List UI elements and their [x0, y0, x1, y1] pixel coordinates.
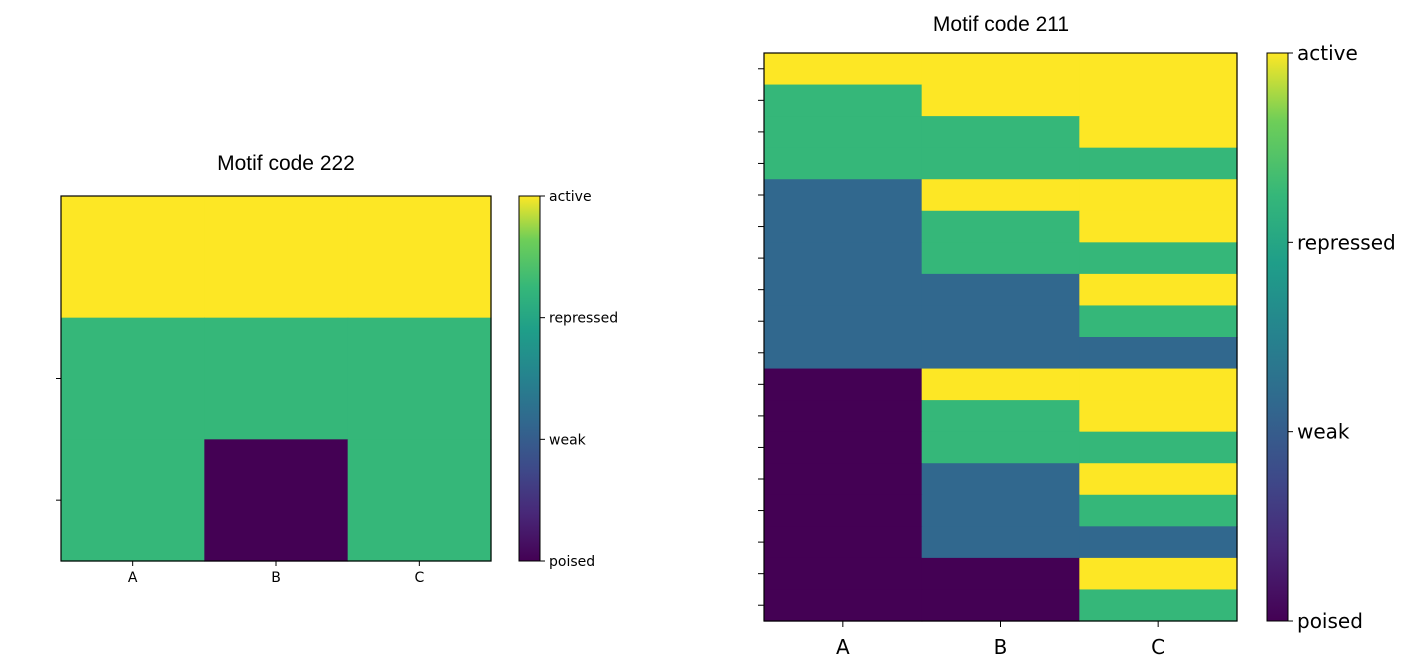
heatmap-cell — [1079, 273, 1238, 307]
colorbar-label: repressed — [549, 311, 618, 327]
heatmap-cell — [764, 53, 923, 86]
heatmap-cell — [921, 557, 1080, 591]
column-label: A — [128, 570, 138, 586]
column-label: B — [994, 635, 1008, 659]
heatmap-cell — [764, 368, 923, 401]
heatmap-cell — [1079, 400, 1238, 433]
heatmap-cell — [1079, 337, 1238, 370]
colorbar-label: repressed — [1297, 230, 1396, 254]
heatmap-cell — [921, 400, 1080, 433]
heatmap-cell — [764, 431, 923, 464]
heatmap-cell — [921, 463, 1080, 496]
heatmap-cell — [921, 305, 1080, 338]
heatmap-cell — [1079, 305, 1238, 338]
heatmap-cell — [921, 179, 1080, 212]
heatmap-cell — [1079, 431, 1238, 464]
colorbar-label: active — [1297, 41, 1358, 65]
heatmap-cell — [764, 179, 923, 212]
heatmap-cell — [921, 116, 1080, 149]
heatmap-cell — [764, 147, 923, 180]
heatmap-cell — [347, 439, 492, 562]
heatmap-cell — [204, 439, 349, 562]
column-label: C — [414, 570, 424, 586]
heatmap-cell — [61, 439, 205, 562]
heatmap-cell — [921, 526, 1080, 559]
heatmap-cell — [764, 210, 923, 243]
colorbar-label: weak — [549, 432, 587, 448]
heatmap-cell — [204, 317, 349, 440]
heatmap-cell — [1079, 147, 1238, 180]
colorbar-label: poised — [549, 554, 595, 570]
heatmap-cell — [1079, 526, 1238, 559]
heatmap-cell — [764, 463, 923, 496]
heatmap-cell — [764, 589, 923, 622]
heatmap-cell — [764, 116, 923, 149]
heatmap-cell — [921, 337, 1080, 370]
heatmap-cell — [61, 196, 205, 319]
heatmap-cell — [764, 337, 923, 370]
heatmap-cell — [1079, 210, 1238, 243]
heatmap-cell — [764, 84, 923, 117]
heatmap-cell — [764, 494, 923, 527]
heatmap-cell — [1079, 368, 1238, 401]
heatmap-cell — [204, 196, 349, 319]
heatmap-cell — [1079, 557, 1238, 591]
heatmap-cell — [764, 305, 923, 338]
heatmap-cell — [61, 317, 205, 440]
column-label: A — [836, 635, 850, 659]
chart-title: Motif code 211 — [933, 13, 1069, 36]
heatmap-cell — [921, 589, 1080, 622]
colorbar-label: active — [549, 189, 592, 205]
heatmap-cell — [1079, 179, 1238, 212]
colorbar-label: weak — [1297, 420, 1350, 444]
heatmap-cell — [1079, 84, 1238, 117]
heatmap-cell — [764, 557, 923, 591]
heatmap-cell — [1079, 494, 1238, 527]
heatmap-cell — [1079, 589, 1238, 622]
heatmap-cell — [1079, 242, 1238, 275]
heatmap-cell — [347, 317, 492, 440]
heatmap-cell — [921, 242, 1080, 275]
column-label: C — [1151, 635, 1165, 659]
colorbar-label: poised — [1297, 609, 1363, 633]
heatmap-cell — [921, 494, 1080, 527]
heatmap-cell — [921, 273, 1080, 307]
heatmap-cell — [764, 400, 923, 433]
heatmap-cell — [347, 196, 492, 319]
heatmap-cell — [921, 431, 1080, 464]
heatmap-cell — [921, 368, 1080, 401]
heatmap-cell — [921, 53, 1080, 86]
heatmap-cell — [921, 84, 1080, 117]
heatmap-cell — [1079, 463, 1238, 496]
colorbar — [518, 195, 541, 562]
heatmap-cell — [921, 210, 1080, 243]
chart-title: Motif code 222 — [217, 152, 355, 175]
heatmap-cell — [764, 273, 923, 307]
heatmap-cell — [1079, 116, 1238, 149]
heatmap-cell — [764, 242, 923, 275]
heatmap-cell — [1079, 53, 1238, 86]
heatmap-cell — [921, 147, 1080, 180]
colorbar — [1266, 52, 1289, 622]
column-label: B — [271, 570, 281, 586]
heatmap-cell — [764, 526, 923, 559]
